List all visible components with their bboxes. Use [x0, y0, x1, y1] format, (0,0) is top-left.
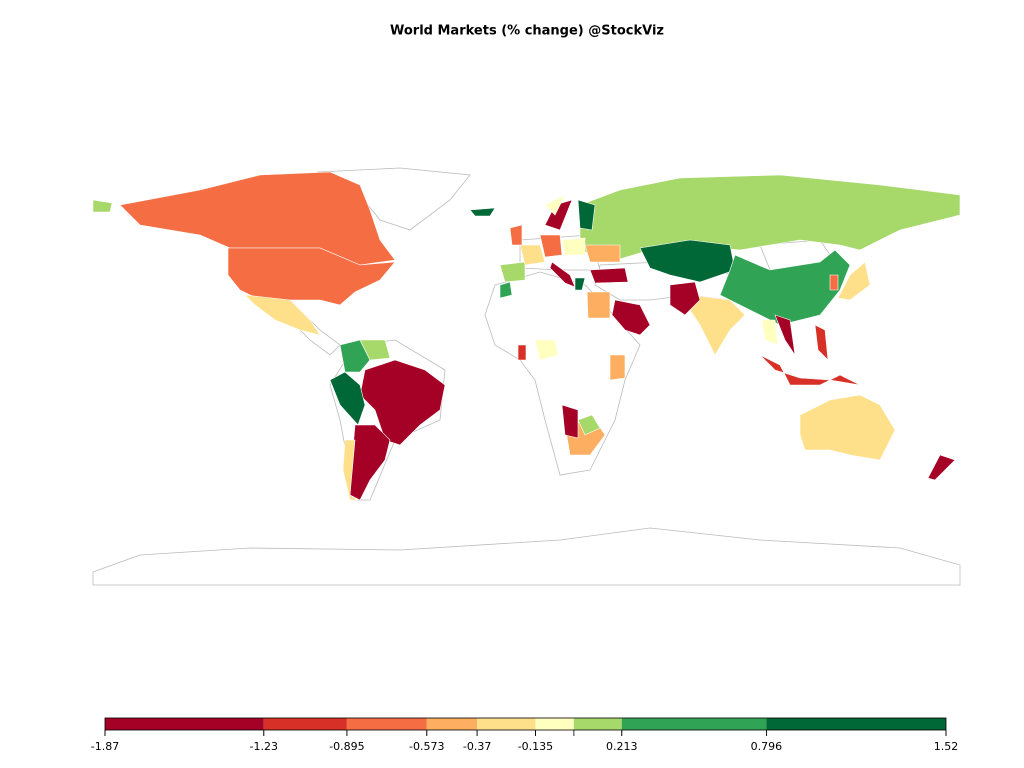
legend-frame — [104, 717, 947, 731]
region — [837, 261, 871, 301]
tick-label: -0.895 — [329, 740, 364, 753]
region — [244, 294, 321, 336]
legend-swatch — [535, 718, 574, 730]
region — [517, 344, 527, 361]
landmass — [92, 527, 961, 586]
region — [719, 249, 851, 326]
region — [339, 339, 371, 373]
landmass — [484, 271, 641, 476]
region — [561, 237, 586, 256]
tick-label: -0.135 — [518, 740, 553, 753]
region — [544, 194, 566, 216]
region — [669, 281, 701, 316]
region — [519, 244, 546, 266]
region — [639, 239, 736, 283]
tick-label: -0.573 — [409, 740, 444, 753]
region — [119, 171, 396, 266]
region — [499, 281, 513, 299]
region — [539, 234, 563, 258]
region — [586, 291, 611, 319]
region — [342, 439, 358, 501]
legend-swatch — [105, 718, 264, 730]
legend-swatch — [621, 718, 767, 730]
region — [829, 274, 839, 291]
region — [774, 314, 796, 356]
region — [577, 414, 601, 436]
tick-label: 0.796 — [751, 740, 783, 753]
region — [799, 394, 896, 461]
legend-swatch — [263, 718, 347, 730]
region — [574, 277, 586, 291]
region — [227, 247, 396, 306]
region — [589, 267, 629, 284]
legend-swatch — [426, 718, 478, 730]
legend-swatch — [573, 718, 622, 730]
region — [469, 207, 496, 217]
region — [927, 454, 956, 481]
tick-label: 0.213 — [606, 740, 638, 753]
region — [609, 354, 626, 381]
tick-label: 1.52 — [934, 740, 959, 753]
region — [549, 261, 576, 288]
region — [534, 339, 559, 361]
tick-label: -1.87 — [91, 740, 119, 753]
region — [577, 199, 596, 231]
region — [359, 359, 446, 446]
region — [814, 324, 829, 361]
region — [759, 354, 861, 386]
regions — [92, 171, 961, 501]
legend-swatch — [477, 718, 536, 730]
region — [544, 199, 573, 231]
region — [611, 299, 651, 336]
region — [689, 294, 746, 356]
legend: -1.87 -1.23 -0.895 -0.573 -0.37 -0.135 0.213 0.… — [91, 717, 959, 753]
region — [509, 224, 523, 246]
chart-title: World Markets (% change) @StockViz — [390, 24, 664, 39]
region — [761, 319, 779, 346]
region — [499, 261, 526, 283]
region — [561, 404, 579, 439]
region — [579, 174, 961, 263]
tick-label: -1.23 — [250, 740, 278, 753]
tick-label: -0.37 — [463, 740, 491, 753]
region — [359, 339, 391, 361]
legend-swatch — [346, 718, 427, 730]
region — [92, 199, 113, 213]
legend-swatch — [766, 718, 946, 730]
region — [584, 244, 621, 263]
